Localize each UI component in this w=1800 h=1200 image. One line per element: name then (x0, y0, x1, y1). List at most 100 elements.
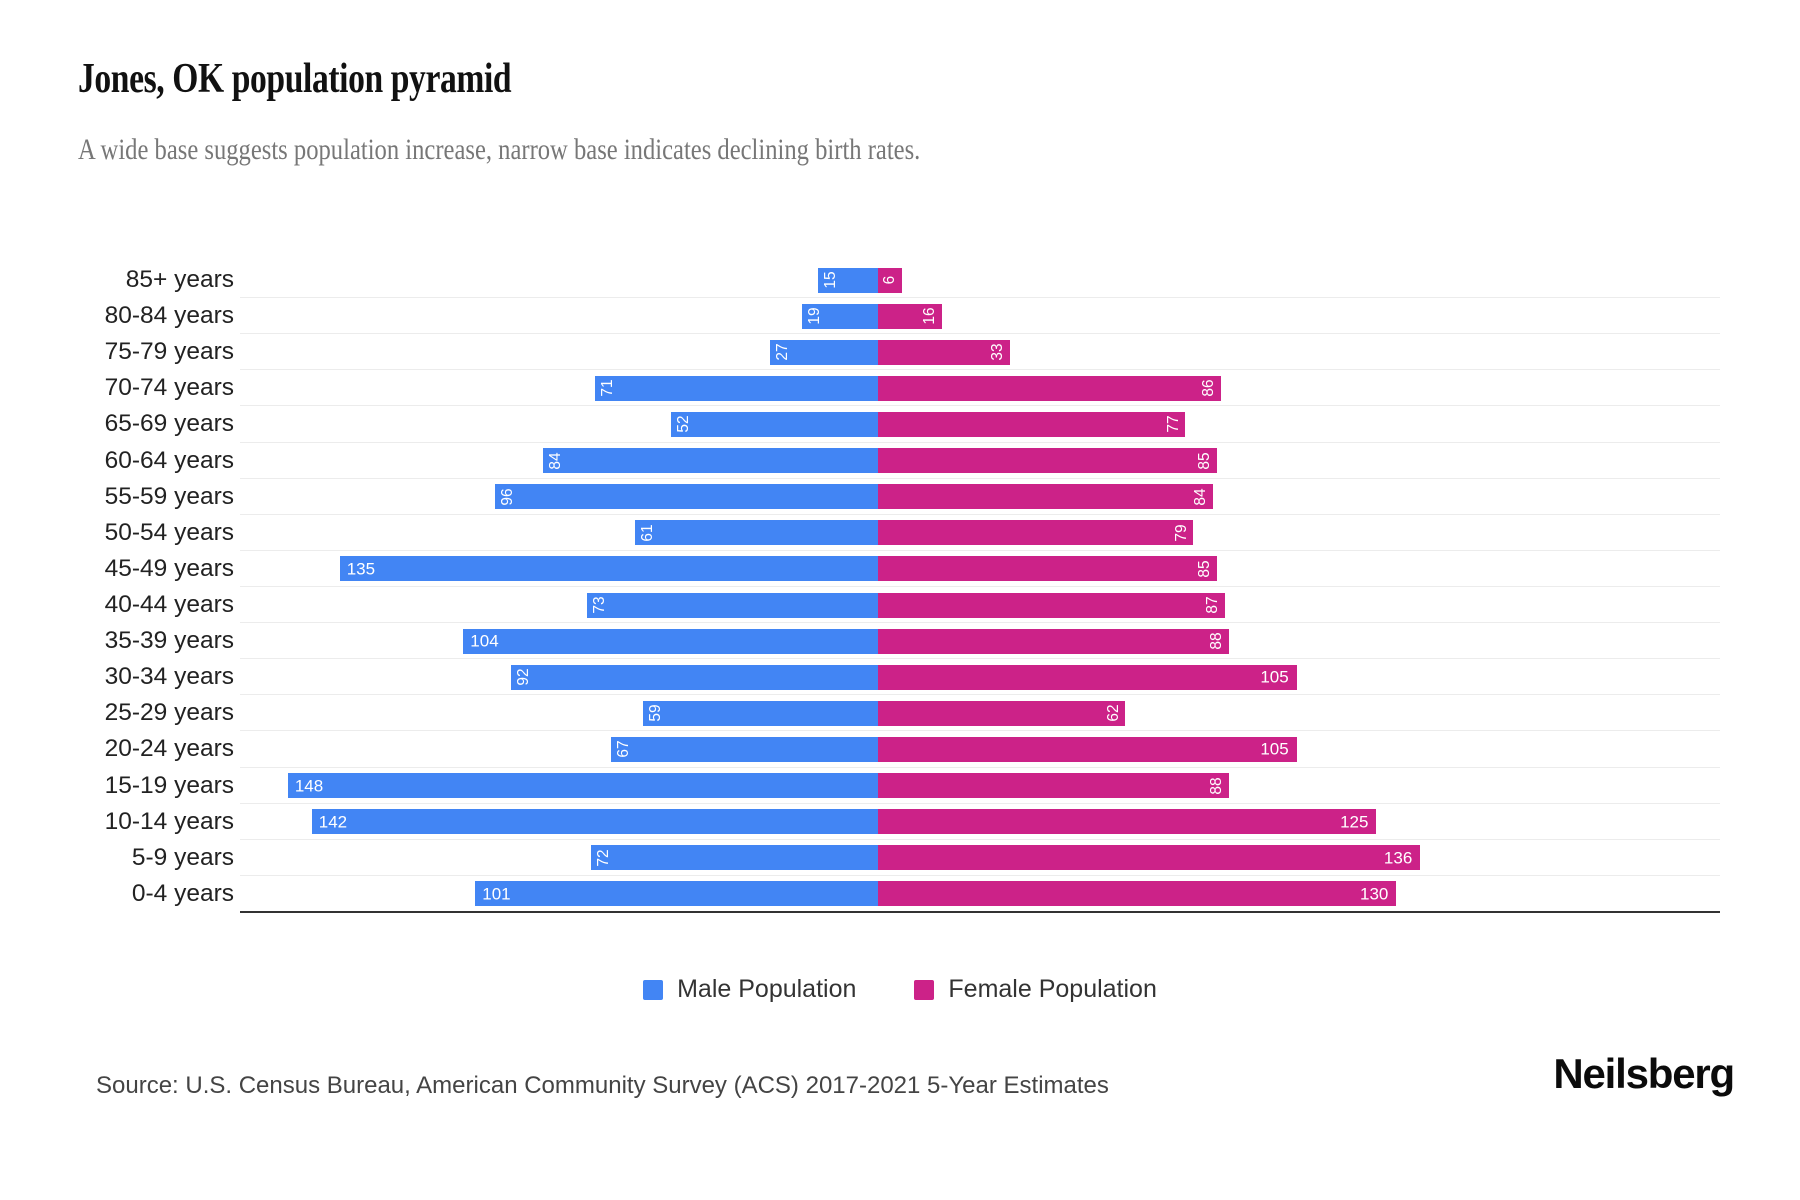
bar-female[interactable]: 6 (878, 267, 902, 293)
legend-item-male[interactable]: Male Population (643, 975, 856, 1004)
legend-swatch-female-icon (914, 979, 935, 1000)
gridline (240, 333, 1720, 335)
gridline (240, 622, 1720, 624)
bar-row: 60-64 years 84 85 (105, 443, 1720, 479)
bar-value-label: 72 (594, 849, 612, 867)
bar-value-label: 96 (499, 488, 517, 506)
bar-male[interactable]: 92 (511, 664, 878, 690)
legend-label-male: Male Population (677, 975, 857, 1003)
gridline (240, 549, 1720, 551)
bar-female[interactable]: 136 (878, 845, 1421, 871)
bar-male[interactable]: 104 (463, 628, 878, 654)
bar-male[interactable]: 135 (339, 556, 878, 582)
bar-female[interactable]: 130 (878, 881, 1397, 907)
bar-male[interactable]: 84 (543, 448, 878, 474)
gridline (240, 369, 1720, 371)
y-axis-label: 20-24 years (104, 735, 234, 763)
y-axis-label: 75-79 years (104, 338, 234, 366)
gridline (240, 477, 1720, 479)
bar-female[interactable]: 16 (878, 303, 942, 329)
bar-male[interactable]: 148 (287, 773, 878, 799)
bar-female[interactable]: 79 (878, 520, 1193, 546)
bar-value-label: 105 (1260, 667, 1289, 687)
bar-male[interactable]: 67 (610, 736, 878, 762)
bar-row: 5-9 years 72 136 (132, 840, 1720, 876)
y-axis-label: 50-54 years (104, 518, 234, 546)
bar-row: 65-69 years 52 77 (105, 406, 1720, 443)
bar-value-label: 52 (674, 415, 692, 434)
bar-value-label: 19 (806, 307, 824, 325)
bar-row: 85+ years 15 6 (126, 262, 1720, 299)
bar-value-label: 136 (1383, 848, 1413, 868)
gridline (240, 730, 1720, 732)
bar-female[interactable]: 88 (878, 773, 1229, 799)
bar-row: 30-34 years 92 105 (105, 659, 1720, 696)
bar-female[interactable]: 85 (878, 556, 1217, 582)
bar-value-label: 16 (921, 307, 939, 325)
bar-row: 25-29 years 59 62 (105, 695, 1720, 732)
bar-value-label: 27 (774, 343, 792, 361)
bar-row: 40-44 years 73 87 (105, 587, 1720, 624)
bar-male[interactable]: 15 (818, 267, 878, 293)
bar-male[interactable]: 19 (802, 303, 878, 329)
bar-male[interactable]: 73 (586, 592, 878, 618)
bar-value-label: 87 (1204, 596, 1222, 614)
y-axis-label: 10-14 years (104, 807, 234, 835)
brand-logo: Neilsberg (1553, 1050, 1735, 1097)
bar-male[interactable]: 59 (642, 700, 878, 726)
bar-value-label: 73 (590, 596, 608, 614)
bar-female[interactable]: 84 (878, 484, 1213, 510)
y-axis-label: 30-34 years (104, 663, 234, 691)
bar-value-label: 84 (547, 451, 565, 470)
bar-female[interactable]: 105 (878, 736, 1297, 762)
bar-female[interactable]: 85 (878, 448, 1217, 474)
bar-value-label: 104 (470, 631, 499, 651)
bar-female[interactable]: 88 (878, 628, 1229, 654)
bar-row: 80-84 years 19 16 (105, 298, 1720, 335)
gridline (240, 405, 1720, 407)
gridline (240, 838, 1720, 840)
page-subtitle: A wide base suggests population increase… (78, 133, 921, 166)
bar-male[interactable]: 142 (311, 809, 878, 835)
bar-male[interactable]: 71 (594, 375, 878, 401)
y-axis-label: 0-4 years (131, 879, 234, 907)
y-axis-label: 70-74 years (104, 374, 234, 402)
bar-value-label: 101 (482, 884, 511, 904)
bar-value-label: 125 (1340, 812, 1369, 832)
bar-female[interactable]: 62 (878, 700, 1126, 726)
bar-female[interactable]: 87 (878, 592, 1225, 618)
bar-value-label: 85 (1196, 560, 1214, 578)
bar-female[interactable]: 33 (878, 339, 1010, 365)
bar-female[interactable]: 77 (878, 411, 1186, 437)
bar-male[interactable]: 61 (634, 520, 878, 546)
y-axis-label: 15-19 years (104, 771, 234, 799)
bar-row: 0-4 years 101 130 (132, 876, 1720, 912)
bar-value-label: 86 (1200, 379, 1218, 397)
bar-value-label: 33 (989, 343, 1007, 361)
bar-male[interactable]: 52 (670, 411, 878, 437)
gridline (240, 766, 1720, 768)
bar-male[interactable]: 27 (770, 339, 878, 365)
bar-male[interactable]: 101 (475, 881, 878, 907)
bar-female[interactable]: 105 (878, 664, 1297, 690)
gridline (240, 513, 1720, 515)
bar-value-label: 61 (638, 524, 656, 542)
y-axis-label: 45-49 years (104, 554, 234, 582)
y-axis-label: 80-84 years (104, 302, 234, 330)
bar-male[interactable]: 96 (495, 484, 878, 510)
axis-baseline (240, 911, 1720, 913)
bar-female[interactable]: 125 (878, 809, 1377, 835)
gridline (240, 874, 1720, 876)
legend-item-female[interactable]: Female Population (914, 975, 1157, 1004)
bar-row: 55-59 years 96 84 (105, 479, 1720, 515)
bar-female[interactable]: 86 (878, 375, 1221, 401)
bar-value-label: 88 (1208, 632, 1226, 650)
bar-value-label: 59 (646, 704, 664, 722)
bar-value-label: 77 (1164, 415, 1182, 434)
bar-row: 20-24 years 67 105 (105, 731, 1720, 768)
bar-value-label: 148 (294, 776, 324, 796)
bar-value-label: 92 (515, 668, 533, 686)
y-axis-label: 35-39 years (104, 627, 234, 655)
bar-male[interactable]: 72 (590, 845, 878, 871)
